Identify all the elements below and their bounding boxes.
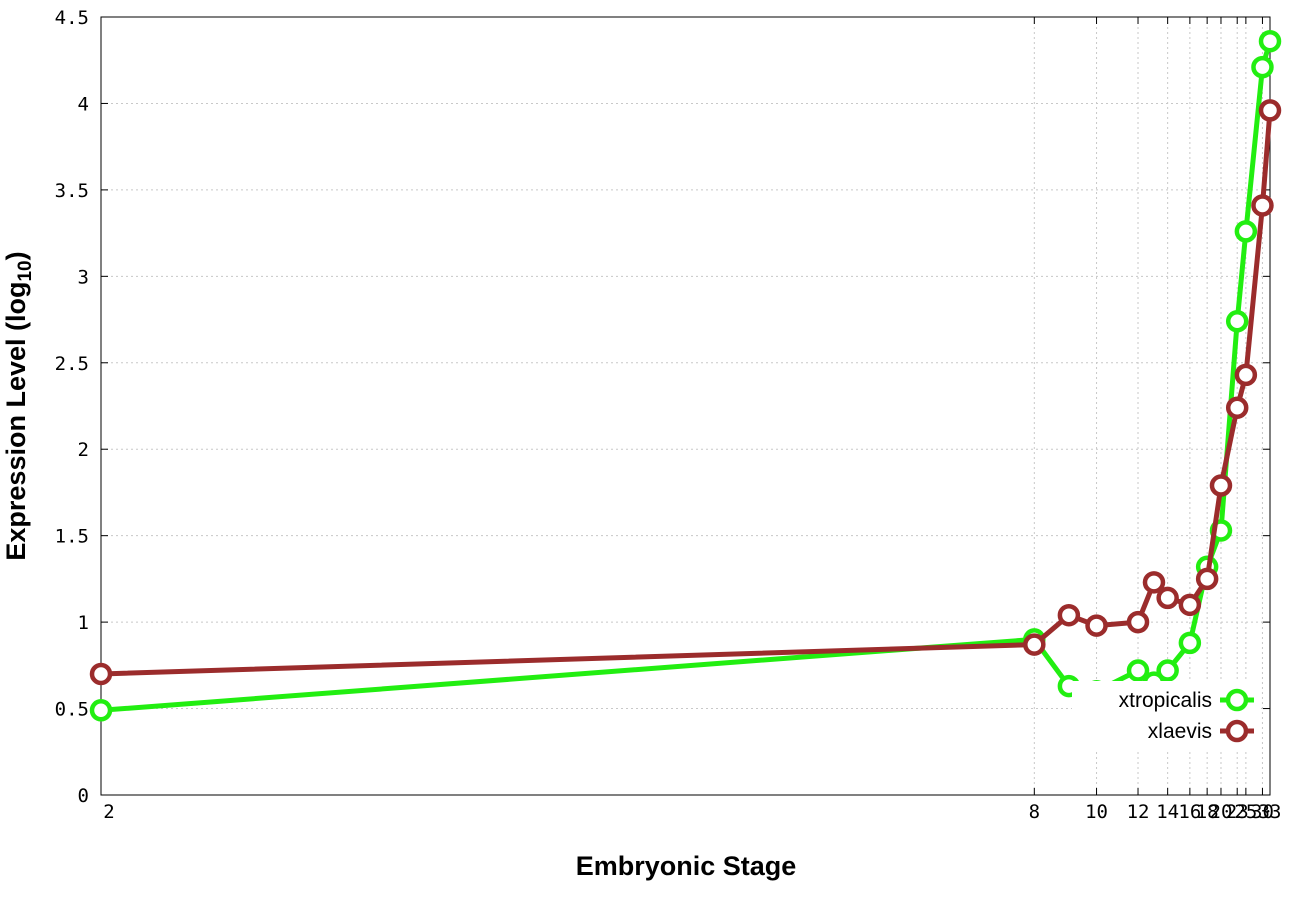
y-axis-title: Expression Level (log10)	[1, 251, 36, 560]
data-point	[1225, 310, 1249, 333]
data-point	[1057, 603, 1081, 627]
y-tick-label: 1.5	[55, 526, 89, 548]
data-point	[1085, 614, 1108, 637]
data-point	[1209, 474, 1233, 497]
data-point	[89, 662, 113, 686]
x-tick-label: 16	[1178, 801, 1201, 823]
plot-frame	[100, 16, 1271, 796]
data-point	[1195, 567, 1219, 591]
y-tick-label: 3.5	[55, 180, 89, 202]
x-tick-label: 33	[1259, 801, 1282, 823]
x-tick-label: 18	[1196, 801, 1219, 823]
data-point	[89, 699, 113, 722]
grid	[101, 17, 1270, 795]
x-tick-label: 10	[1085, 801, 1108, 823]
x-tick-label: 8	[1029, 801, 1040, 823]
data-point	[1258, 99, 1282, 122]
x-tick-label: 12	[1127, 801, 1150, 823]
y-tick-label: 4.5	[55, 7, 89, 29]
data-point	[1142, 571, 1166, 594]
data-point	[1126, 659, 1150, 682]
data-point	[1178, 593, 1202, 617]
y-tick-label: 2.5	[55, 353, 89, 375]
data-point	[1156, 659, 1179, 682]
series-line-xlaevis	[100, 110, 1273, 677]
data-point	[1234, 363, 1258, 387]
y-tick-label: 0	[78, 785, 89, 807]
legend-swatch-marker	[1225, 688, 1249, 712]
data-point	[1234, 220, 1258, 243]
y-tick-label: 0.5	[55, 699, 89, 721]
y-tick-label: 2	[78, 439, 89, 461]
y-tick-label: 4	[78, 93, 89, 115]
legend: xtropicalis xlaevis	[1072, 681, 1260, 751]
legend-label: xlaevis	[1148, 720, 1212, 743]
data-point	[1258, 29, 1282, 53]
series-line-xtropicalis	[100, 40, 1273, 713]
x-tick-label: 23	[1226, 801, 1249, 823]
legend-swatch-marker	[1225, 719, 1249, 743]
y-axis-title-subscript: 10	[15, 260, 36, 281]
x-axis-title: Embryonic Stage	[576, 851, 797, 881]
legend-item: xtropicalis	[1119, 688, 1254, 712]
series-layer	[89, 29, 1282, 722]
x-tick-label: 14	[1156, 801, 1179, 823]
y-tick-label: 3	[78, 266, 89, 288]
x-tick-label: 30	[1251, 801, 1274, 823]
data-point	[1126, 610, 1150, 634]
data-point	[1023, 633, 1046, 656]
data-point	[1178, 631, 1202, 655]
legend-label: xtropicalis	[1119, 689, 1212, 712]
series-xlaevis	[89, 99, 1282, 686]
y-tick-label: 1	[78, 612, 89, 634]
legend-item: xlaevis	[1148, 719, 1254, 743]
x-tick-label: 2	[103, 801, 114, 823]
x-tick-label: 25	[1234, 801, 1257, 823]
data-point	[1251, 194, 1274, 217]
data-point	[1225, 396, 1249, 419]
y-axis-title-main: Expression Level (log	[1, 282, 31, 561]
y-axis-title-close: )	[1, 251, 31, 260]
data-point	[1251, 55, 1274, 79]
data-point	[1156, 586, 1179, 610]
x-tick-label: 20	[1210, 801, 1233, 823]
